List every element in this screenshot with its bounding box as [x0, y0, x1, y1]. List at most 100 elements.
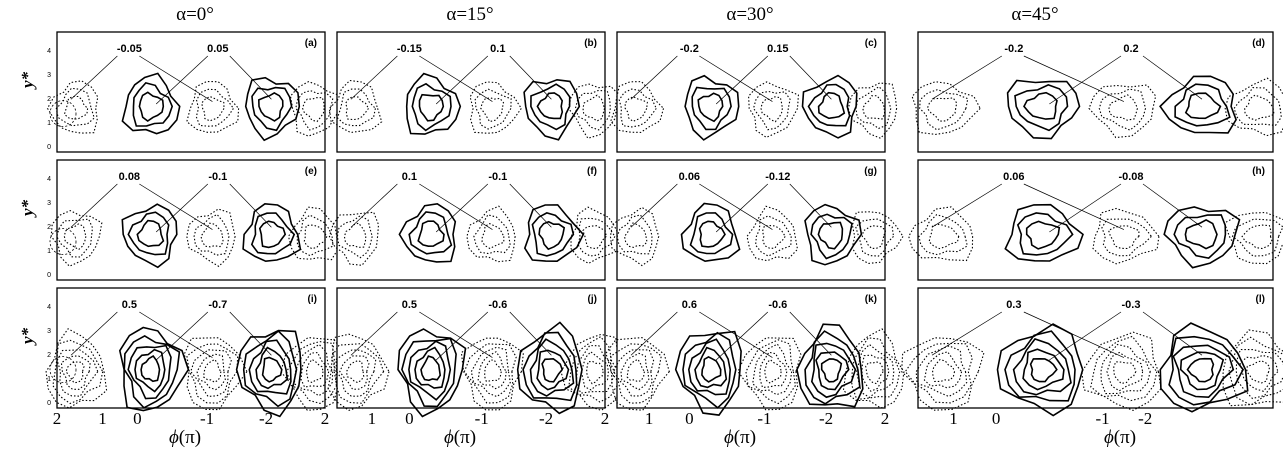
dotted-contour — [46, 80, 99, 134]
solid-contour — [242, 330, 298, 408]
leader-line — [715, 311, 769, 361]
solid-contour — [1012, 338, 1072, 396]
dotted-contour — [469, 81, 522, 134]
x-axis-title-col2: ϕ(π) — [443, 427, 477, 448]
solid-contour — [529, 338, 575, 397]
solid-contour — [405, 72, 462, 135]
dotted-contour — [196, 353, 226, 391]
dotted-contour — [759, 351, 788, 388]
solid-contour — [674, 330, 742, 416]
dotted-contour — [752, 90, 791, 131]
leader-line — [1023, 183, 1125, 230]
y-tick-label: 3 — [47, 200, 51, 207]
solid-contour — [397, 328, 467, 418]
x-tick-label: -1 — [200, 409, 214, 428]
dotted-contour — [477, 351, 507, 390]
dotted-contour — [1222, 329, 1283, 407]
solid-contour — [680, 202, 741, 263]
panel-l: 0.3 -0.3 (l) — [901, 287, 1283, 417]
solid-contour — [536, 92, 564, 120]
solid-contour — [1184, 218, 1218, 250]
x-tick-label: -1 — [1096, 409, 1110, 428]
dotted-contour — [1223, 211, 1283, 265]
dotted-contour — [1108, 94, 1138, 121]
solid-contour — [694, 346, 728, 389]
dotted-contour — [1107, 225, 1140, 250]
panel-h: 0.06 -0.08 (h) — [908, 159, 1283, 281]
dotted-contour — [63, 223, 87, 251]
x-axis-title-col1: ϕ(π) — [168, 427, 202, 448]
column-title-alpha-30: α=30° — [726, 4, 774, 25]
solid-contour — [697, 92, 724, 123]
leader-line — [139, 311, 213, 358]
solid-contour — [401, 337, 457, 408]
dotted-contour — [295, 90, 334, 131]
solid-contour — [134, 348, 166, 393]
solid-contour — [1168, 335, 1245, 406]
leader-line — [229, 55, 272, 100]
dotted-contour — [1224, 77, 1283, 137]
contour-level-label: -0.08 — [1118, 171, 1143, 183]
contour-level-label: -0.1 — [488, 171, 507, 183]
panel-g: 0.06 -0.12 (g) — [609, 159, 904, 281]
x-tick-label: 1 — [949, 409, 958, 428]
solid-contour — [541, 357, 564, 383]
dotted-contour — [1241, 224, 1273, 250]
y-tick-label: 4 — [47, 176, 51, 183]
dotted-contour — [52, 339, 104, 405]
y-tick-label: 4 — [47, 304, 51, 311]
dotted-contour — [345, 360, 365, 384]
leader-line — [229, 311, 272, 356]
solid-contour — [242, 202, 302, 263]
panel-frame — [56, 159, 326, 281]
panel-label: (e) — [305, 166, 317, 177]
leader-line — [509, 183, 552, 228]
contour-level-label: 0.06 — [679, 171, 700, 183]
contour-level-label: 0.15 — [767, 43, 788, 55]
contour-level-label: 0.1 — [402, 171, 417, 183]
leader-line — [1142, 183, 1203, 228]
dotted-contour — [302, 97, 325, 123]
leader-line — [1142, 311, 1203, 356]
x-tick-label: 0 — [685, 409, 694, 428]
y-tick-label: 3 — [47, 72, 51, 79]
solid-contour — [801, 74, 858, 139]
panel-a: 0 1 2 3 4 -0.05 0.05 (a) — [46, 31, 342, 153]
leader-line — [155, 55, 209, 105]
solid-contour — [1163, 206, 1241, 269]
dotted-contour — [345, 96, 370, 121]
x-tick-label: 2 — [53, 409, 62, 428]
leader-line — [931, 183, 1003, 228]
solid-contour — [398, 202, 457, 263]
dotted-contour — [610, 81, 665, 133]
contour-level-label: -0.12 — [765, 171, 790, 183]
dotted-contour — [55, 87, 95, 127]
panel-b: -0.15 0.1 (b) — [328, 31, 621, 153]
x-tick-label: -2 — [539, 409, 553, 428]
solid-contour — [123, 334, 181, 409]
solid-contour — [411, 82, 452, 132]
y-tick-label: 1 — [47, 248, 51, 255]
solid-contour — [136, 219, 165, 248]
dotted-contour — [303, 224, 328, 250]
dotted-contour — [195, 88, 235, 127]
leader-line — [630, 311, 678, 356]
dotted-contour — [186, 80, 240, 133]
dotted-contour — [466, 205, 516, 263]
dotted-contour — [612, 349, 655, 397]
solid-contour — [701, 355, 722, 383]
panel-c: -0.2 0.15 (c) — [610, 31, 898, 153]
dotted-contour — [1098, 88, 1147, 131]
x-tick-label: 1 — [645, 409, 654, 428]
solid-contour — [1159, 75, 1237, 134]
dotted-contour — [918, 213, 968, 256]
leader-line — [229, 183, 272, 228]
contour-level-label: 0.5 — [402, 299, 417, 311]
solid-contour — [1173, 214, 1227, 259]
dotted-contour — [856, 343, 895, 399]
solid-contour — [121, 72, 181, 135]
panel-label: (i) — [308, 294, 317, 305]
contour-level-label: 0.6 — [682, 299, 697, 311]
dotted-contour — [911, 81, 981, 135]
dotted-contour — [752, 343, 793, 396]
